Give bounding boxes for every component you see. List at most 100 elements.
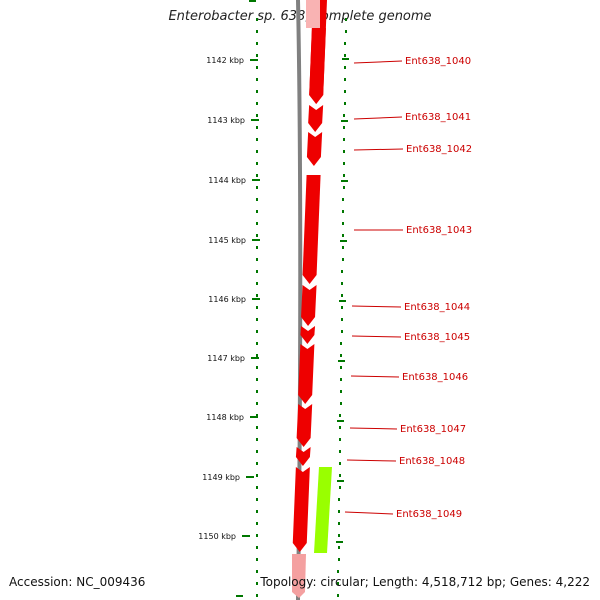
gene-label[interactable]: Ent638_1045 <box>404 332 470 343</box>
gene-label[interactable]: Ent638_1043 <box>406 225 472 236</box>
accession-text: Accession: NC_009436 <box>9 575 146 589</box>
guide-dot <box>256 270 258 273</box>
label-leader-line <box>353 116 403 120</box>
guide-dot <box>337 582 339 585</box>
guide-dot <box>342 210 344 213</box>
guide-dot <box>256 138 258 141</box>
tick-mark <box>242 535 250 537</box>
guide-dot <box>256 78 258 81</box>
label-leader-line <box>344 511 394 515</box>
guide-dot <box>256 318 258 321</box>
guide-dot <box>345 18 347 21</box>
guide-dot <box>256 474 258 477</box>
guide-dot <box>256 366 258 369</box>
gene-arrow-ent638-1048 <box>295 447 311 466</box>
guide-dot <box>339 426 341 429</box>
guide-dot <box>343 126 345 129</box>
guide-dash <box>340 240 347 242</box>
gene-arrow-ent638-1041 <box>308 105 324 132</box>
gene-label[interactable]: Ent638_1047 <box>400 424 466 435</box>
gene-arrow-ent638-1046 <box>298 344 315 404</box>
label-leader-line <box>351 335 402 338</box>
guide-dot <box>338 510 340 513</box>
guide-dot <box>256 150 258 153</box>
guide-dot <box>337 594 339 597</box>
guide-dot <box>343 114 345 117</box>
tick-mark <box>250 59 258 61</box>
gene-label[interactable]: Ent638_1040 <box>405 56 471 67</box>
tick-label: 1149 kbp <box>202 473 240 482</box>
guide-dash <box>341 120 348 122</box>
guide-dot <box>256 534 258 537</box>
guide-dot <box>256 510 258 513</box>
guide-dot <box>256 66 258 69</box>
tick-mark <box>252 298 260 300</box>
left-dotted-guide <box>236 0 258 597</box>
guide-dot <box>338 534 340 537</box>
guide-dot <box>343 174 345 177</box>
gene-arrow-ent638-1047 <box>296 404 313 447</box>
right-dotted-guide <box>336 18 349 597</box>
tick-mark <box>251 357 259 359</box>
gene-label[interactable]: Ent638_1041 <box>405 112 471 123</box>
guide-dot <box>256 522 258 525</box>
guide-dot <box>340 390 342 393</box>
guide-dash <box>249 0 256 2</box>
guide-dot <box>256 210 258 213</box>
guide-dot <box>256 306 258 309</box>
guide-dot <box>256 294 258 297</box>
tick-label: 1148 kbp <box>206 413 244 422</box>
label-leader-line <box>346 459 397 462</box>
guide-dot <box>343 138 345 141</box>
gene-label[interactable]: Ent638_1048 <box>399 456 465 467</box>
guide-dot <box>339 438 341 441</box>
gene-label[interactable]: Ent638_1044 <box>404 302 470 313</box>
guide-dot <box>256 402 258 405</box>
guide-dot <box>256 222 258 225</box>
gene-label[interactable]: Ent638_1049 <box>396 509 462 520</box>
gene-fade-top <box>306 0 320 28</box>
guide-dot <box>339 486 341 489</box>
guide-dot <box>256 90 258 93</box>
gene-label[interactable]: Ent638_1046 <box>402 372 468 383</box>
gene-arrow-ent638-1044 <box>301 285 317 326</box>
guide-dot <box>256 582 258 585</box>
guide-dot <box>339 414 341 417</box>
label-leader-line <box>353 60 403 64</box>
guide-dot <box>338 558 340 561</box>
guide-dot <box>256 42 258 45</box>
guide-dot <box>256 498 258 501</box>
guide-dot <box>341 294 343 297</box>
guide-dot <box>340 366 342 369</box>
guide-dot <box>256 414 258 417</box>
tick-label: 1143 kbp <box>207 116 245 125</box>
guide-dot <box>338 546 340 549</box>
guide-dot <box>256 246 258 249</box>
guide-dot <box>256 378 258 381</box>
label-leader-line <box>351 305 402 308</box>
guide-dot <box>256 186 258 189</box>
gene-label[interactable]: Ent638_1042 <box>406 144 472 155</box>
guide-dot <box>338 522 340 525</box>
gene-arrow-ent638-1045 <box>300 326 316 344</box>
guide-dot <box>339 462 341 465</box>
guide-dash <box>342 58 349 60</box>
gene-arrow-ent638-1042 <box>306 132 323 166</box>
gene-arrow-ent638-1043 <box>302 175 321 284</box>
guide-dash <box>338 360 345 362</box>
guide-dot <box>342 234 344 237</box>
guide-dot <box>343 150 345 153</box>
label-leader-line <box>353 148 404 151</box>
tick-label: 1146 kbp <box>208 295 246 304</box>
gene-arrow-ent638-1040 <box>309 28 326 104</box>
tick-mark <box>250 416 258 418</box>
tick-label: 1147 kbp <box>207 354 245 363</box>
guide-dot <box>256 426 258 429</box>
guide-dot <box>256 30 258 33</box>
guide-dot <box>256 54 258 57</box>
guide-dot <box>342 222 344 225</box>
guide-dash <box>336 541 343 543</box>
guide-dot <box>344 66 346 69</box>
tick-label: 1145 kbp <box>208 236 246 245</box>
guide-dot <box>256 438 258 441</box>
